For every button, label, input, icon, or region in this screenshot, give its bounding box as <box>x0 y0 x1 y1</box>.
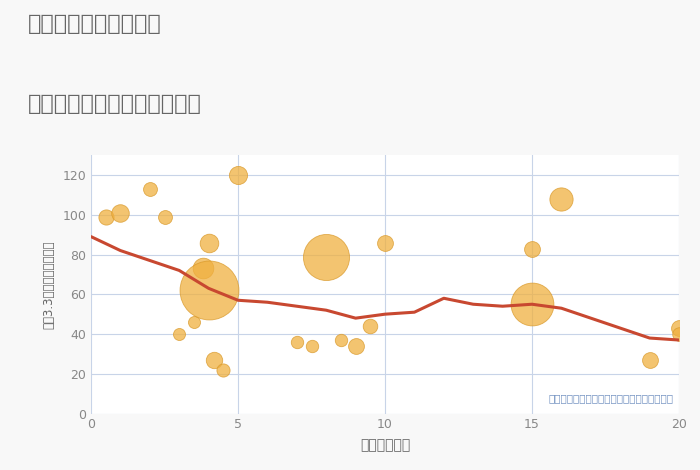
Point <box>350 342 361 350</box>
Point <box>209 356 220 364</box>
X-axis label: 駅距離（分）: 駅距離（分） <box>360 439 410 453</box>
Point <box>365 322 376 330</box>
Point <box>203 239 214 246</box>
Point <box>556 195 567 203</box>
Point <box>115 209 126 217</box>
Text: 駅距離別中古マンション価格: 駅距離別中古マンション価格 <box>28 94 202 114</box>
Point <box>203 287 214 294</box>
Point <box>218 366 229 374</box>
Point <box>100 213 111 220</box>
Point <box>174 330 185 338</box>
Point <box>159 213 170 220</box>
Point <box>232 171 244 179</box>
Text: 奈良県橿原市縄手町の: 奈良県橿原市縄手町の <box>28 14 162 34</box>
Point <box>321 253 332 260</box>
Point <box>306 342 317 350</box>
Y-axis label: 坪（3.3㎡）単価（万円）: 坪（3.3㎡）単価（万円） <box>42 240 55 329</box>
Point <box>188 318 199 326</box>
Point <box>335 336 346 344</box>
Point <box>379 239 391 246</box>
Point <box>644 356 655 364</box>
Point <box>144 185 155 193</box>
Point <box>673 330 685 338</box>
Point <box>526 300 538 308</box>
Point <box>197 265 209 272</box>
Point <box>673 324 685 332</box>
Point <box>291 338 302 346</box>
Text: 円の大きさは、取引のあった物件面積を示す: 円の大きさは、取引のあった物件面積を示す <box>548 393 673 403</box>
Point <box>526 245 538 252</box>
